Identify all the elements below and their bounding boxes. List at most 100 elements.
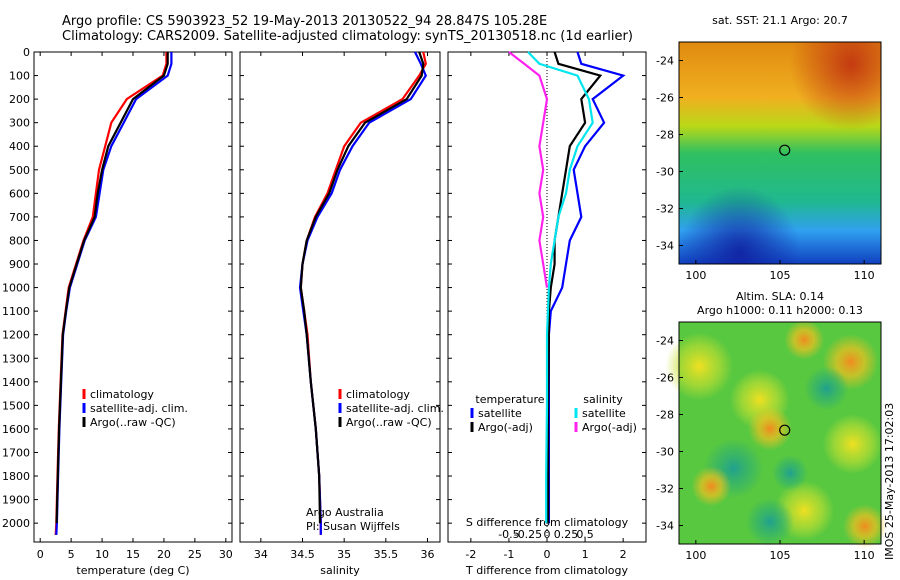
ytick-label: 700: [9, 211, 30, 224]
xtick-label: 0: [37, 548, 44, 561]
sla-anomaly-blob: [784, 319, 825, 360]
map-ytick-label: -34: [656, 520, 674, 533]
legend-label: satellite-adj. clim.: [90, 402, 188, 415]
series-line-temperature-2: [55, 52, 169, 524]
sla-anomaly-blob: [842, 504, 887, 549]
xtick-label: 36: [421, 548, 435, 561]
series-line-salinity-2: [299, 51, 425, 524]
xtick-label: 35: [337, 548, 351, 561]
map-xtick-label: 100: [685, 549, 706, 562]
map-xtick-label: 105: [770, 269, 791, 282]
top-xtick-label: -0.25: [514, 528, 542, 541]
sla-anomaly-blob: [772, 454, 809, 491]
legend-label: Argo(-adj): [582, 421, 637, 434]
map-ytick-label: -30: [656, 446, 674, 459]
ytick-label: 1700: [2, 446, 30, 459]
figure-title-line1: Argo profile: CS 5903923_52 19-May-2013 …: [62, 14, 548, 29]
xtick-label: 10: [95, 548, 109, 561]
legend-label: satellite: [478, 407, 522, 420]
sla-anomaly-blob: [822, 414, 883, 475]
map-xtick-label: 100: [685, 269, 706, 282]
series-line-difference-3: [508, 51, 549, 288]
ytick-label: 1100: [2, 305, 30, 318]
ytick-label: 800: [9, 234, 30, 247]
map-ytick-label: -26: [656, 92, 674, 105]
map-ytick-label: -24: [656, 335, 674, 348]
ytick-label: 1200: [2, 329, 30, 342]
map-subtitle: Argo h1000: 0.11 h2000: 0.13: [697, 304, 863, 317]
figure-title-line2: Climatology: CARS2009. Satellite-adjuste…: [62, 29, 633, 44]
ytick-label: 400: [9, 140, 30, 153]
xaxis-label: T difference from climatology: [465, 564, 628, 577]
map-title: Altim. SLA: 0.14: [736, 290, 824, 303]
xtick-label: 30: [219, 548, 233, 561]
annotation-line: PI: Susan Wijffels: [306, 520, 400, 533]
legend-label: satellite: [582, 407, 626, 420]
map-xtick-label: 110: [854, 549, 875, 562]
ytick-label: 1600: [2, 423, 30, 436]
xtick-label: 5: [68, 548, 75, 561]
map-ytick-label: -32: [656, 483, 674, 496]
legend-label: climatology: [90, 388, 154, 401]
xtick-label: 20: [157, 548, 171, 561]
ytick-label: 600: [9, 187, 30, 200]
ytick-label: 0: [23, 46, 30, 59]
legend-label: climatology: [346, 388, 410, 401]
sla-anomaly-blob: [691, 466, 732, 507]
xtick-label: 34.5: [290, 548, 315, 561]
map-xtick-label: 105: [770, 549, 791, 562]
legend-title: salinity: [583, 393, 623, 406]
annotation-line: Argo Australia: [306, 506, 384, 519]
sla-anomaly-blob: [747, 406, 792, 451]
top-xtick-label: 0: [544, 528, 551, 541]
ytick-label: 200: [9, 93, 30, 106]
xtick-label: 35.5: [374, 548, 399, 561]
map-title: sat. SST: 21.1 Argo: 20.7: [712, 14, 848, 27]
ytick-label: 1400: [2, 376, 30, 389]
xtick-label: -2: [465, 548, 476, 561]
xtick-label: 15: [126, 548, 140, 561]
xaxis-label: temperature (deg C): [76, 564, 189, 577]
map-ytick-label: -30: [656, 166, 674, 179]
ytick-label: 1500: [2, 399, 30, 412]
ytick-label: 900: [9, 258, 30, 271]
ytick-label: 1800: [2, 470, 30, 483]
legend-title: temperature: [475, 393, 544, 406]
ytick-label: 1300: [2, 352, 30, 365]
ytick-label: 1000: [2, 282, 30, 295]
panel-frame-temperature: [33, 51, 233, 543]
map-xtick-label: 110: [854, 269, 875, 282]
top-xtick-label: 0.25: [554, 528, 579, 541]
map-ytick-label: -26: [656, 372, 674, 385]
legend-label: satellite-adj. clim.: [346, 402, 444, 415]
sla-anomaly-blob: [665, 332, 734, 401]
map-ytick-label: -34: [656, 240, 674, 253]
top-xtick-label: -0.5: [498, 528, 519, 541]
argo-float-marker: [779, 144, 791, 156]
sla-anomaly-blob: [745, 497, 794, 546]
xtick-label: 0: [544, 548, 551, 561]
timestamp-stamp: IMOS 25-May-2013 17:02:03: [883, 402, 896, 560]
xtick-label: 34: [254, 548, 268, 561]
legend-label: Argo(..raw -QC): [346, 416, 432, 429]
xtick-label: 1: [582, 548, 589, 561]
sla-anomaly-blob: [804, 366, 849, 411]
panel-frame-salinity: [239, 51, 441, 543]
ytick-label: 1900: [2, 494, 30, 507]
xtick-label: 2: [620, 548, 627, 561]
xaxis-label: salinity: [320, 564, 360, 577]
map-ytick-label: -32: [656, 203, 674, 216]
ytick-label: 500: [9, 164, 30, 177]
map-ytick-label: -24: [656, 55, 674, 68]
argo-float-marker: [779, 424, 791, 436]
ytick-label: 100: [9, 70, 30, 83]
legend-label: Argo(..raw -QC): [90, 416, 176, 429]
xtick-label: -1: [503, 548, 514, 561]
ytick-label: 2000: [2, 517, 30, 530]
xtick-label: 25: [188, 548, 202, 561]
ytick-label: 300: [9, 117, 30, 130]
legend-label: Argo(-adj): [478, 421, 533, 434]
series-line-difference-2: [527, 51, 594, 524]
top-xtick-label: 0.5: [576, 528, 594, 541]
